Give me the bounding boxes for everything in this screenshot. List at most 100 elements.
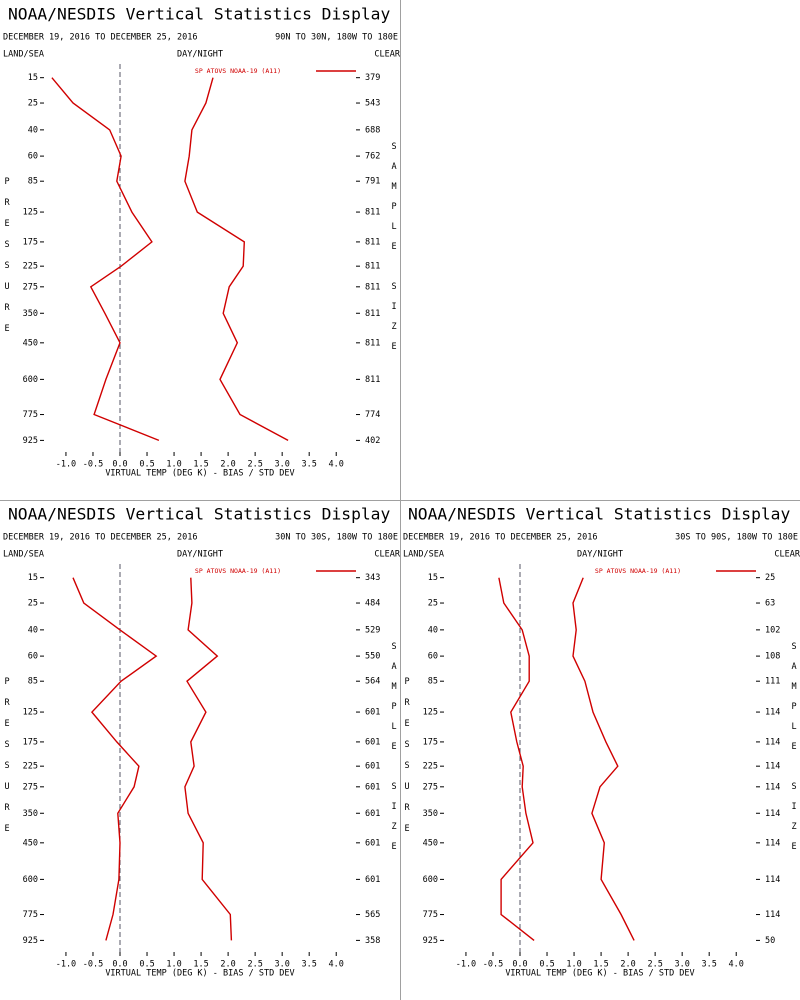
- sample-size: 601: [365, 838, 380, 848]
- sample-size: 114: [765, 838, 780, 848]
- y-tick-label: 225: [23, 262, 38, 272]
- y-tick-label: 15: [428, 573, 438, 583]
- x-tick-label: -0.5: [83, 960, 103, 970]
- x-axis-label: VIRTUAL TEMP (DEG K) - BIAS / STD DEV: [105, 469, 294, 479]
- x-tick-label: 1.5: [193, 460, 208, 470]
- sample-size: 111: [765, 677, 780, 687]
- x-tick-label: 0.0: [112, 960, 127, 970]
- x-tick-label: 2.0: [620, 960, 635, 970]
- sample-size: 601: [365, 737, 380, 747]
- x-tick-label: 0.5: [539, 960, 554, 970]
- x-tick-label: 4.0: [329, 460, 344, 470]
- y-tick-label: 225: [23, 762, 38, 772]
- std-dev-line: [184, 77, 289, 442]
- sample-size: 114: [765, 809, 780, 819]
- sample-size: 601: [365, 809, 380, 819]
- sample-size: 484: [365, 599, 380, 609]
- y-tick-label: 600: [23, 875, 38, 885]
- day-night-label: DAY/NIGHT: [177, 50, 223, 60]
- land-sea-label: LAND/SEA: [403, 550, 444, 560]
- chart-title: NOAA/NESDIS Vertical Statistics Display: [8, 505, 390, 524]
- region: 30N TO 30S, 180W TO 180E: [275, 533, 398, 543]
- x-tick-label: -1.0: [56, 460, 76, 470]
- sample-size: 601: [365, 875, 380, 885]
- y-tick-label: 85: [28, 677, 38, 687]
- sample-size: 114: [765, 875, 780, 885]
- sample-size: 688: [365, 125, 380, 135]
- y-tick-label: 600: [23, 375, 38, 385]
- y-tick-label: 925: [423, 936, 438, 946]
- y-tick-label: 125: [23, 708, 38, 718]
- date-range: DECEMBER 19, 2016 TO DECEMBER 25, 2016: [3, 33, 197, 43]
- sample-size: 791: [365, 177, 380, 187]
- y-tick-label: 275: [423, 782, 438, 792]
- y-tick-label: 450: [23, 838, 38, 848]
- panel: NOAA/NESDIS Vertical Statistics Display D…: [3, 5, 401, 479]
- y-tick-label: 125: [23, 208, 38, 218]
- x-tick-label: 3.5: [302, 460, 317, 470]
- chart-title: NOAA/NESDIS Vertical Statistics Display: [8, 5, 390, 24]
- y-tick-label: 925: [23, 436, 38, 446]
- sample-size: 811: [365, 262, 380, 272]
- x-tick-label: 1.5: [193, 960, 208, 970]
- y-tick-label: 175: [23, 737, 38, 747]
- y-tick-label: 25: [28, 599, 38, 609]
- y-tick-label: 40: [28, 625, 38, 635]
- sample-size: 811: [365, 338, 380, 348]
- panel: NOAA/NESDIS Vertical Statistics Display D…: [3, 505, 401, 979]
- x-tick-label: 1.0: [166, 960, 181, 970]
- sample-size: 811: [365, 208, 380, 218]
- x-tick-label: 0.5: [139, 960, 154, 970]
- date-range: DECEMBER 19, 2016 TO DECEMBER 25, 2016: [403, 533, 597, 543]
- x-tick-label: 2.5: [247, 460, 262, 470]
- land-sea-label: LAND/SEA: [3, 550, 44, 560]
- y-tick-label: 40: [28, 125, 38, 135]
- sample-size: 762: [365, 152, 380, 162]
- sample-size: 358: [365, 936, 380, 946]
- y-tick-label: 275: [23, 282, 38, 292]
- std-dev-line: [184, 577, 233, 941]
- y-tick-label: 125: [423, 708, 438, 718]
- sample-size: 63: [765, 599, 775, 609]
- y-tick-label: 175: [423, 737, 438, 747]
- sample-size: 114: [765, 782, 780, 792]
- y-tick-label: 925: [23, 936, 38, 946]
- y-tick-label: 60: [428, 652, 438, 662]
- sample-size: 565: [365, 910, 380, 920]
- y-tick-label: 40: [428, 625, 438, 635]
- land-sea-label: LAND/SEA: [3, 50, 44, 60]
- sample-size: 774: [365, 410, 380, 420]
- sample-size: 564: [365, 677, 380, 687]
- y-tick-label: 225: [423, 762, 438, 772]
- y-tick-label: 450: [423, 838, 438, 848]
- sample-size: 601: [365, 762, 380, 772]
- x-tick-label: 2.5: [247, 960, 262, 970]
- x-tick-label: 0.5: [139, 460, 154, 470]
- panel: NOAA/NESDIS Vertical Statistics Display D…: [403, 505, 800, 979]
- sample-size: 114: [765, 737, 780, 747]
- x-tick-label: 4.0: [729, 960, 744, 970]
- day-night-label: DAY/NIGHT: [177, 550, 223, 560]
- std-dev-line: [572, 577, 635, 941]
- x-tick-label: -0.5: [83, 460, 103, 470]
- x-tick-label: 3.0: [274, 460, 289, 470]
- y-tick-label: 15: [28, 73, 38, 83]
- sample-size: 529: [365, 625, 380, 635]
- sample-size: 811: [365, 309, 380, 319]
- x-tick-label: 3.0: [274, 960, 289, 970]
- x-tick-label: 3.5: [702, 960, 717, 970]
- y-tick-label: 450: [23, 338, 38, 348]
- sample-size: 601: [365, 708, 380, 718]
- y-tick-label: 775: [23, 910, 38, 920]
- y-tick-label: 85: [428, 677, 438, 687]
- x-tick-label: 1.0: [566, 960, 581, 970]
- sample-size: 50: [765, 936, 775, 946]
- x-tick-label: -1.0: [56, 960, 76, 970]
- sample-size: 379: [365, 73, 380, 83]
- x-tick-label: 2.0: [220, 460, 235, 470]
